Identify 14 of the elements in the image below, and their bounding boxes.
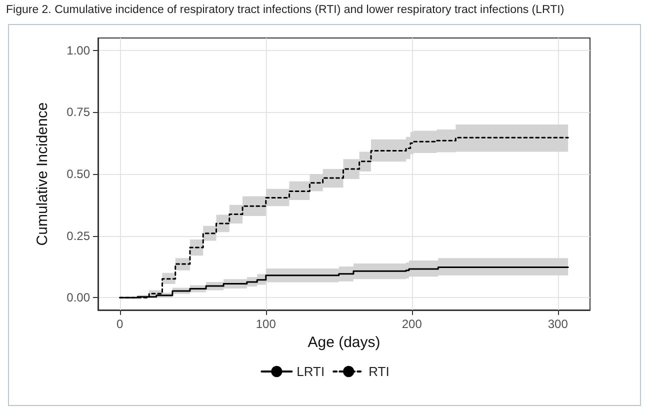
x-axis-title: Age (days) (308, 334, 380, 351)
x-tick-label: 100 (256, 317, 276, 331)
chart-title: Figure 2. Cumulative incidence of respiratory tract infections (RTI) and lower respiratory tract infections (LRTI) (6, 4, 564, 16)
x-tick-label: 300 (548, 317, 568, 331)
y-tick-label: 0.00 (66, 290, 90, 305)
legend-label: LRTI (296, 364, 325, 379)
x-tick-label: 200 (402, 317, 422, 331)
y-axis-title: Cumulative Incidence (34, 102, 51, 246)
x-tick-label: 0 (116, 317, 124, 331)
legend-label: RTI (368, 364, 390, 379)
y-tick-label: 0.50 (66, 167, 90, 181)
y-tick-label: 0.25 (66, 228, 90, 243)
y-tick-label: 0.75 (66, 105, 90, 120)
y-tick-label: 1.00 (66, 43, 90, 58)
